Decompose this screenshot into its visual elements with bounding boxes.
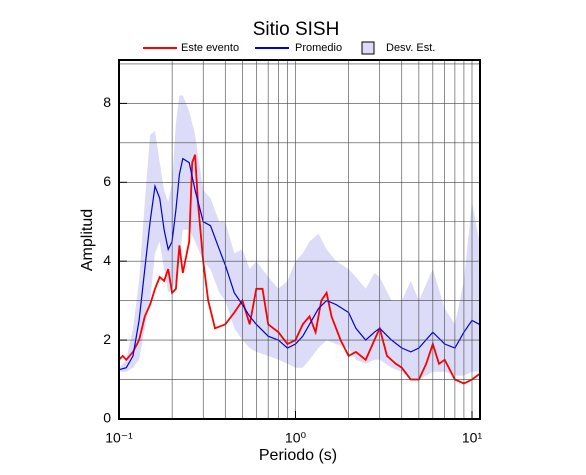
- y-tick-label: 2: [103, 331, 111, 347]
- legend-label: Promedio: [295, 42, 342, 54]
- legend-label: Este evento: [181, 42, 239, 54]
- y-tick-label: 6: [103, 173, 111, 189]
- series-line: [118, 157, 480, 371]
- y-tick-label: 8: [103, 94, 111, 110]
- x-tick-label: 10¹: [462, 430, 483, 446]
- legend-swatch: [361, 41, 375, 55]
- y-tick-label: 4: [103, 252, 111, 268]
- legend-label: Desv. Est.: [386, 42, 435, 54]
- x-tick-label: 10⁰: [285, 430, 307, 446]
- y-axis-label: Amplitud: [79, 209, 96, 271]
- plot-frame: [118, 59, 481, 420]
- x-tick-label: 10⁻¹: [105, 430, 133, 446]
- chart-title: Sitio SISH: [253, 19, 340, 40]
- std-band: [119, 95, 480, 380]
- x-axis-label: Periodo (s): [259, 447, 337, 464]
- y-tick-label: 0: [103, 410, 111, 426]
